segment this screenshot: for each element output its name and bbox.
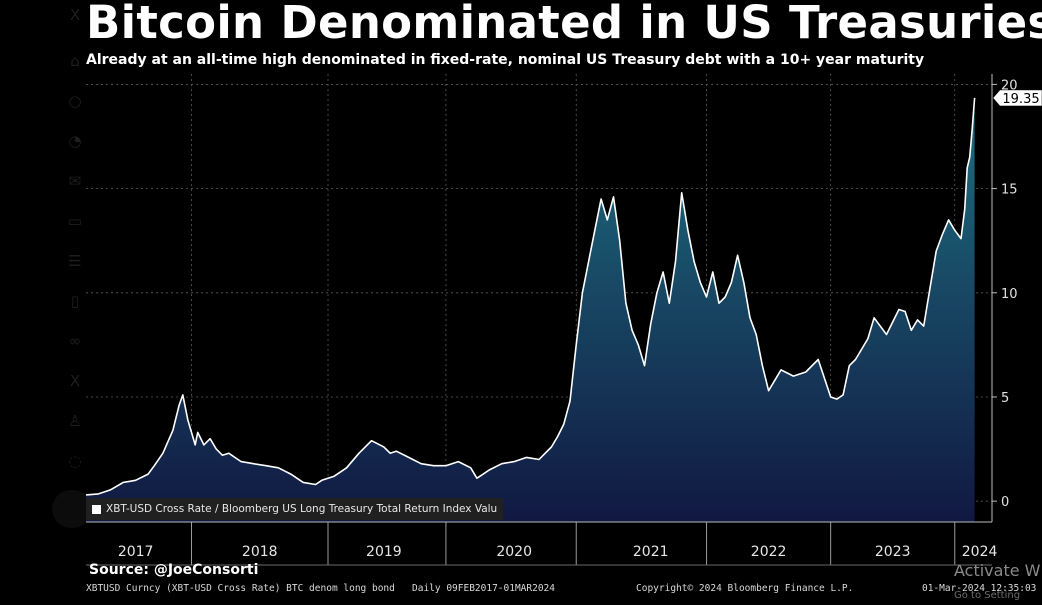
last-value-label: 19.35 bbox=[1002, 92, 1039, 107]
footer-range: Daily 09FEB2017-01MAR2024 bbox=[412, 583, 555, 594]
communities-icon: ∞ bbox=[68, 332, 82, 350]
x-logo-icon: X bbox=[69, 6, 81, 24]
x-tick-label-2023: 2023 bbox=[875, 544, 911, 560]
legend-label: XBT-USD Cross Rate / Bloomberg US Long T… bbox=[106, 503, 498, 515]
activate-windows-subtext: Go to Setting bbox=[954, 590, 1021, 601]
source-credit: Source: @JoeConsorti bbox=[89, 562, 259, 578]
home-icon: ⌂ bbox=[70, 52, 80, 70]
footer-timestamp: 01-Mar-2024 12:35:03 bbox=[922, 583, 1037, 594]
x-tick-label-2017: 2017 bbox=[118, 544, 154, 560]
mail-icon: ✉ bbox=[68, 172, 82, 190]
y-tick-label-10: 10 bbox=[1001, 287, 1018, 302]
activate-windows-watermark: Activate W bbox=[954, 561, 1041, 580]
post-button-ghost bbox=[52, 490, 92, 528]
legend: XBT-USD Cross Rate / Bloomberg US Long T… bbox=[86, 498, 504, 520]
x-tick-label-2024: 2024 bbox=[962, 544, 998, 560]
background-sidebar: X ⌂ ○ ◔ ✉ ▭ ☰ ▯ ∞ X ♙ ◌ bbox=[60, 0, 90, 605]
more-icon: ◌ bbox=[68, 452, 82, 470]
x-premium-icon: X bbox=[69, 372, 81, 390]
x-tick-label-2019: 2019 bbox=[366, 544, 402, 560]
profile-icon: ♙ bbox=[68, 412, 82, 430]
search-icon: ○ bbox=[68, 92, 82, 110]
x-tick-label-2020: 2020 bbox=[496, 544, 532, 560]
bell-icon: ◔ bbox=[68, 132, 82, 150]
bookmark-icon: ▯ bbox=[70, 292, 80, 310]
chart-title: Bitcoin Denominated in US Treasuries bbox=[86, 0, 1042, 49]
last-value-box bbox=[992, 89, 1042, 107]
x-tick-label-2022: 2022 bbox=[751, 544, 787, 560]
footer-security: XBTUSD Curncy (XBT-USD Cross Rate) BTC d… bbox=[86, 583, 395, 594]
y-tick-label-0: 0 bbox=[1001, 495, 1009, 510]
compose-icon: ▭ bbox=[67, 212, 83, 230]
y-tick-label-20: 20 bbox=[1001, 78, 1018, 93]
y-tick-label-5: 5 bbox=[1001, 391, 1009, 406]
x-tick-label-2018: 2018 bbox=[242, 544, 278, 560]
series-area bbox=[86, 98, 975, 522]
series-line bbox=[85, 97, 976, 496]
chart-subtitle: Already at an all-time high denominated … bbox=[86, 52, 925, 68]
footer-copyright: Copyright© 2024 Bloomberg Finance L.P. bbox=[636, 583, 854, 594]
list-icon: ☰ bbox=[68, 252, 82, 270]
x-tick-label-2021: 2021 bbox=[633, 544, 669, 560]
y-tick-label-15: 15 bbox=[1001, 183, 1018, 198]
legend-swatch bbox=[92, 504, 101, 514]
